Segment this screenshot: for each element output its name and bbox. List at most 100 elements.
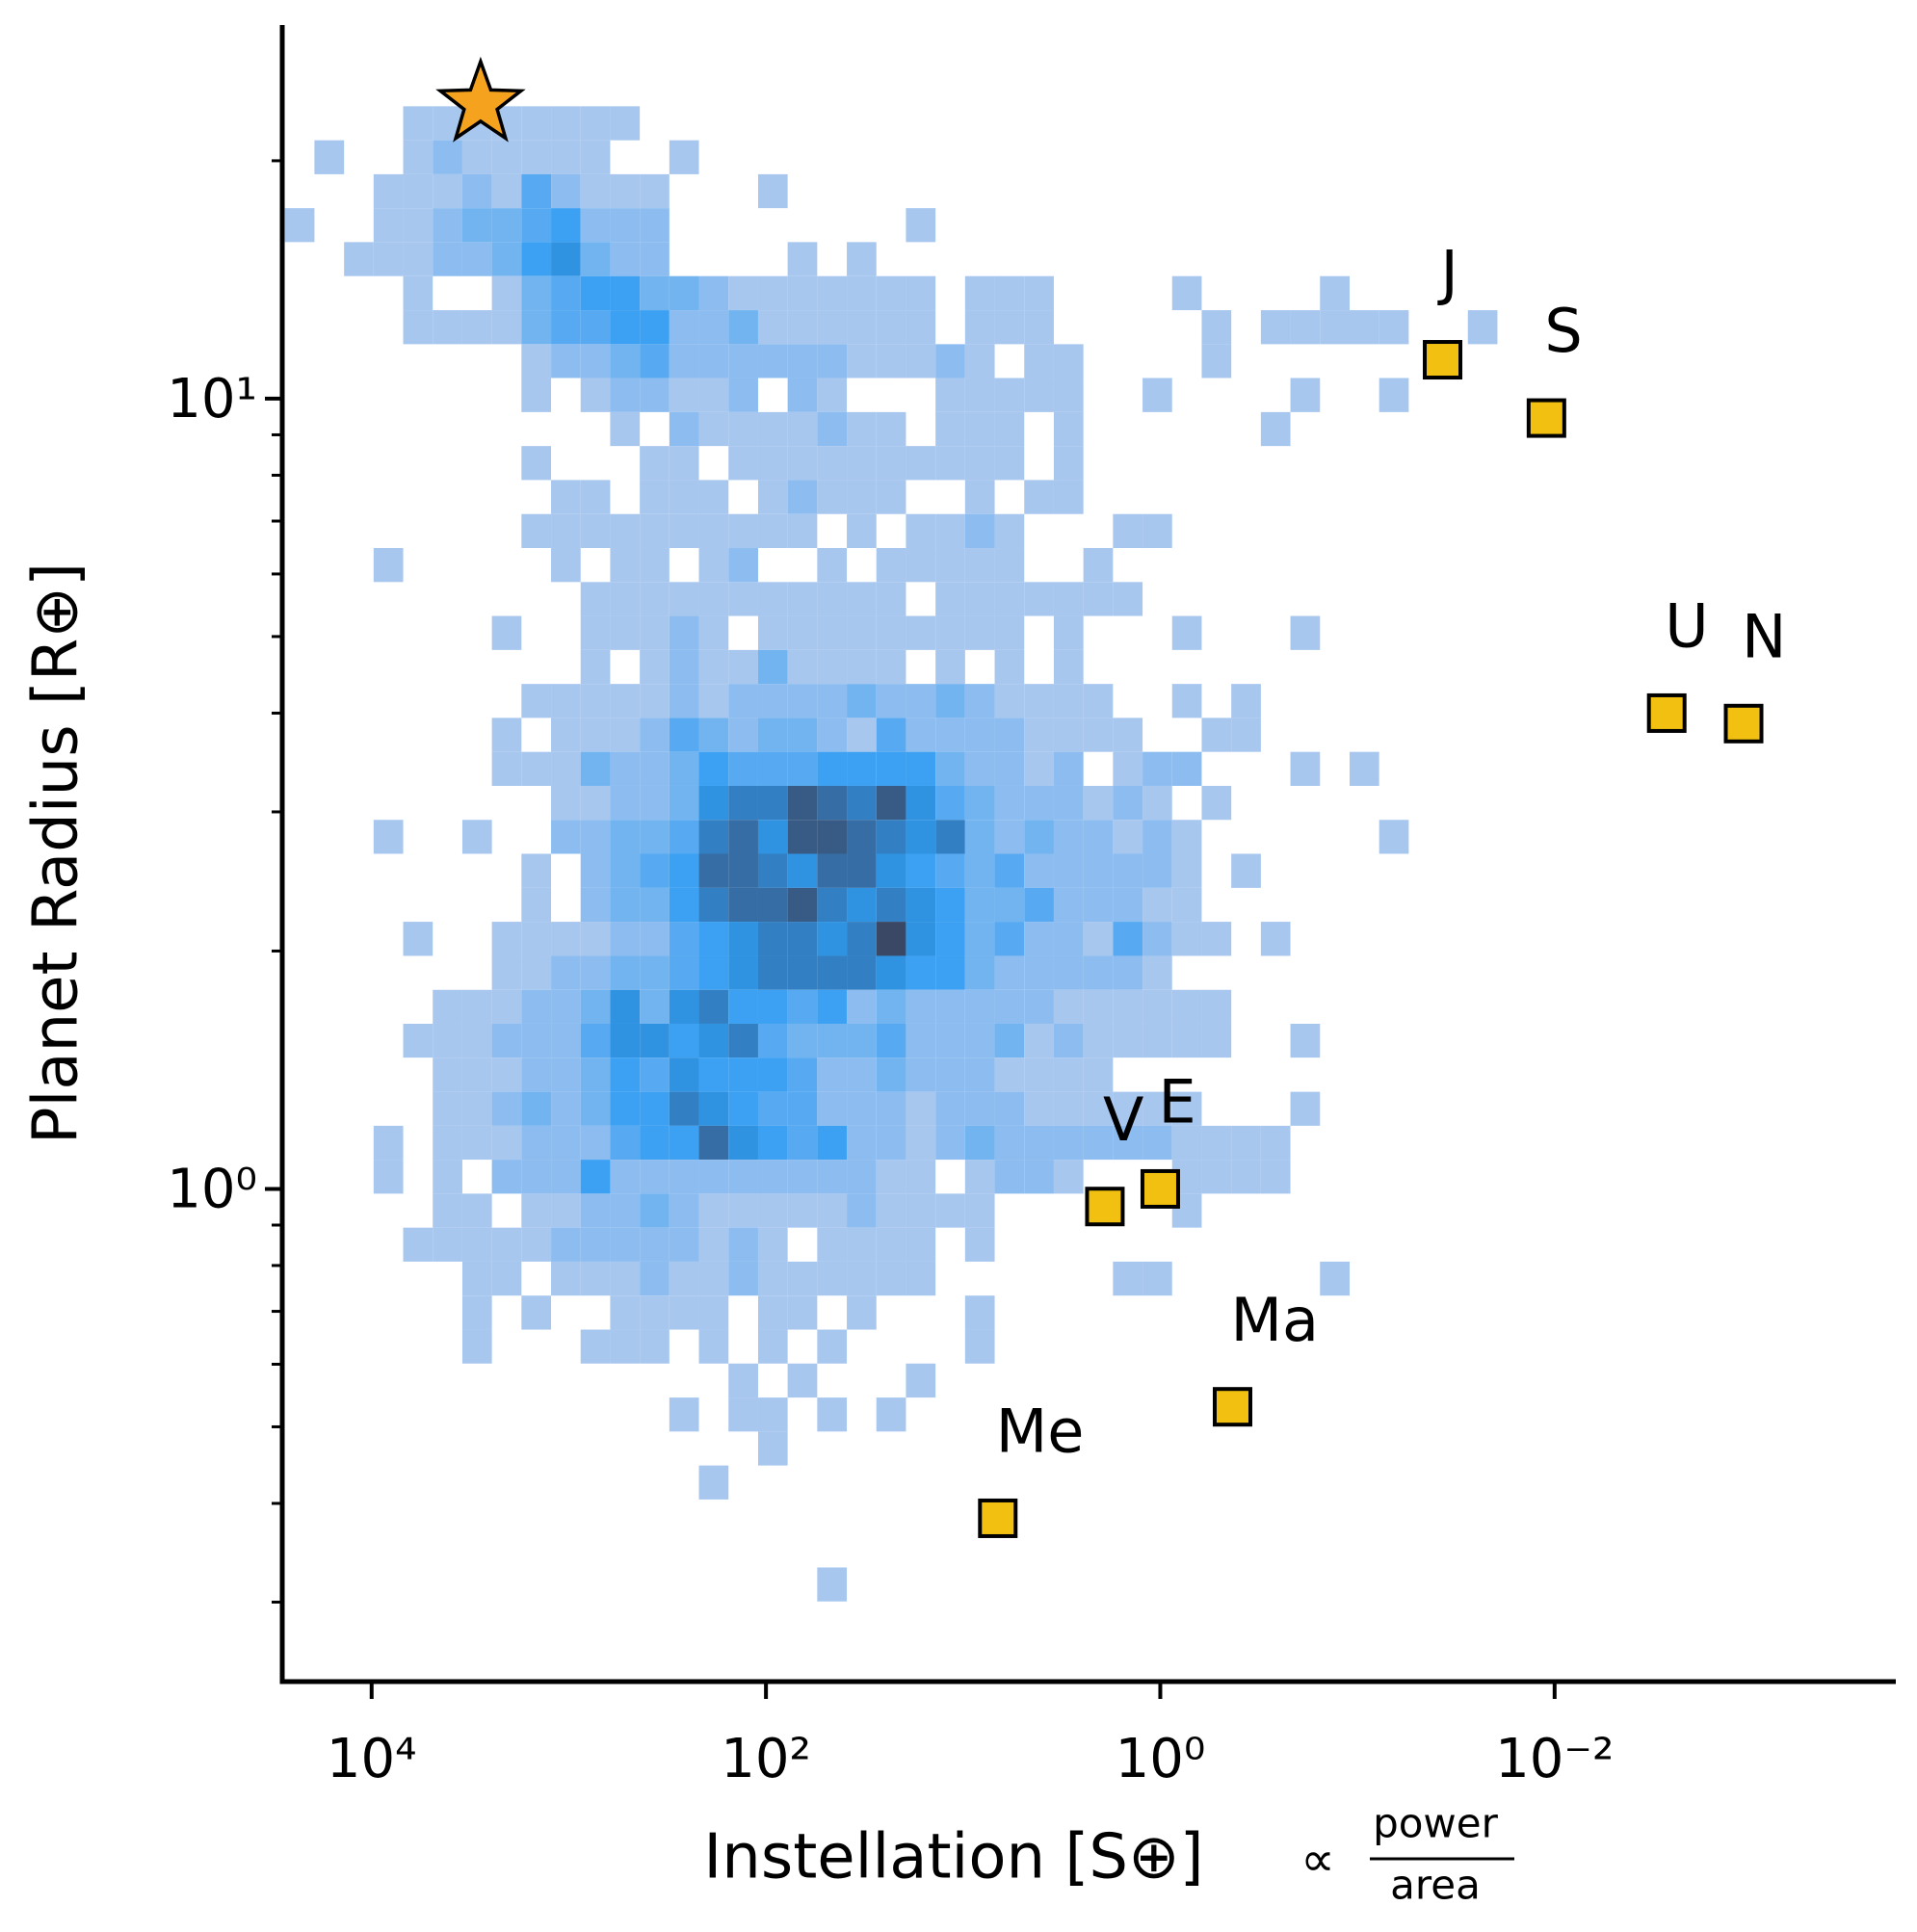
hist-cell bbox=[1291, 1228, 1321, 1262]
hist-cell bbox=[995, 242, 1025, 275]
hist-cell bbox=[344, 955, 374, 989]
hist-cell bbox=[787, 513, 818, 549]
hist-cell bbox=[1379, 1431, 1409, 1465]
hist-cell bbox=[906, 1466, 935, 1500]
hist-cell bbox=[817, 718, 848, 752]
hist-cell bbox=[964, 615, 995, 650]
hist-cell bbox=[1024, 141, 1054, 174]
hist-cell bbox=[787, 1193, 818, 1228]
hist-cell bbox=[1408, 853, 1438, 887]
hist-cell bbox=[1024, 751, 1054, 786]
hist-cell bbox=[906, 1227, 936, 1262]
hist-cell bbox=[1024, 853, 1054, 888]
hist-cell bbox=[1350, 582, 1379, 615]
hist-cell bbox=[374, 480, 404, 513]
hist-cell bbox=[551, 1125, 581, 1161]
hist-cell bbox=[1260, 1125, 1291, 1161]
hist-cell bbox=[817, 1261, 848, 1296]
hist-cell bbox=[1083, 820, 1114, 854]
hist-cell bbox=[1142, 785, 1172, 821]
hist-cell bbox=[551, 853, 581, 887]
hist-cell bbox=[1350, 208, 1379, 242]
hist-cell bbox=[521, 1227, 552, 1262]
hist-cell bbox=[906, 650, 935, 684]
hist-cell bbox=[1350, 955, 1379, 989]
hist-cell bbox=[373, 242, 404, 276]
hist-cell bbox=[461, 989, 492, 1024]
hist-cell bbox=[491, 955, 522, 990]
hist-cell bbox=[906, 1160, 936, 1194]
hist-cell bbox=[1201, 174, 1231, 208]
hist-cell bbox=[995, 1533, 1025, 1567]
hist-cell bbox=[1201, 141, 1231, 174]
hist-cell bbox=[1438, 310, 1468, 344]
hist-cell bbox=[1261, 1466, 1291, 1500]
hist-cell bbox=[1320, 1261, 1350, 1296]
hist-cell bbox=[1379, 141, 1409, 174]
hist-cell bbox=[314, 1567, 344, 1601]
hist-cell bbox=[1468, 853, 1498, 887]
hist-cell bbox=[847, 513, 877, 549]
hist-cell bbox=[1231, 1125, 1261, 1161]
hist-cell bbox=[1261, 1024, 1291, 1057]
hist-cell bbox=[698, 548, 729, 583]
hist-cell bbox=[1054, 1533, 1084, 1567]
hist-cell bbox=[404, 820, 433, 853]
hist-cell bbox=[374, 752, 404, 786]
hist-cell bbox=[1053, 785, 1084, 821]
hist-cell bbox=[1171, 751, 1202, 786]
hist-cell bbox=[1024, 1160, 1054, 1194]
hist-cell bbox=[462, 276, 492, 310]
hist-cell bbox=[433, 989, 462, 1024]
hist-cell bbox=[964, 751, 995, 786]
hist-cell bbox=[1438, 1397, 1468, 1431]
hist-cell bbox=[669, 718, 699, 752]
hist-cell bbox=[728, 820, 758, 854]
hist-cell bbox=[876, 344, 906, 379]
hist-cell bbox=[1261, 1193, 1291, 1227]
hist-cell bbox=[935, 106, 965, 140]
hist-cell bbox=[1408, 1295, 1438, 1329]
hist-cell bbox=[1172, 718, 1202, 751]
hist-cell bbox=[314, 1500, 344, 1533]
hist-cell bbox=[1408, 888, 1438, 922]
hist-cell bbox=[1320, 955, 1350, 989]
hist-cell bbox=[521, 853, 552, 888]
hist-cell bbox=[491, 1261, 522, 1296]
hist-cell bbox=[698, 989, 729, 1024]
hist-cell bbox=[1350, 378, 1379, 411]
hist-cell bbox=[1379, 922, 1409, 955]
hist-cell bbox=[403, 140, 433, 174]
hist-cell bbox=[787, 582, 818, 616]
hist-cell bbox=[580, 1160, 611, 1194]
hist-cell bbox=[640, 1227, 670, 1262]
hist-cell bbox=[640, 785, 670, 821]
hist-cell bbox=[1350, 1262, 1379, 1295]
hist-cell bbox=[965, 1567, 995, 1601]
hist-cell bbox=[461, 1261, 492, 1296]
hist-cell bbox=[491, 242, 522, 276]
hist-cell bbox=[698, 1329, 729, 1364]
hist-cell bbox=[817, 922, 848, 956]
hist-cell bbox=[1408, 684, 1438, 718]
hist-cell bbox=[935, 242, 965, 275]
hist-cell bbox=[876, 1160, 906, 1194]
hist-cell bbox=[788, 548, 818, 582]
hist-cell bbox=[995, 1466, 1025, 1500]
hist-cell bbox=[433, 922, 462, 955]
hist-cell bbox=[1231, 1500, 1261, 1533]
hist-cell bbox=[906, 853, 936, 888]
hist-cell bbox=[876, 1057, 906, 1092]
hist-cell bbox=[521, 140, 552, 174]
hist-cell bbox=[1084, 1295, 1114, 1329]
hist-cell bbox=[404, 1500, 433, 1533]
hist-cell bbox=[1142, 582, 1172, 615]
hist-cell bbox=[1438, 514, 1468, 548]
hist-cell bbox=[935, 1397, 965, 1431]
hist-cell bbox=[965, 106, 995, 140]
hist-cell bbox=[344, 310, 374, 344]
hist-cell bbox=[817, 310, 848, 345]
hist-cell bbox=[610, 751, 641, 786]
hist-cell bbox=[462, 1466, 492, 1500]
hist-cell bbox=[1171, 853, 1202, 888]
